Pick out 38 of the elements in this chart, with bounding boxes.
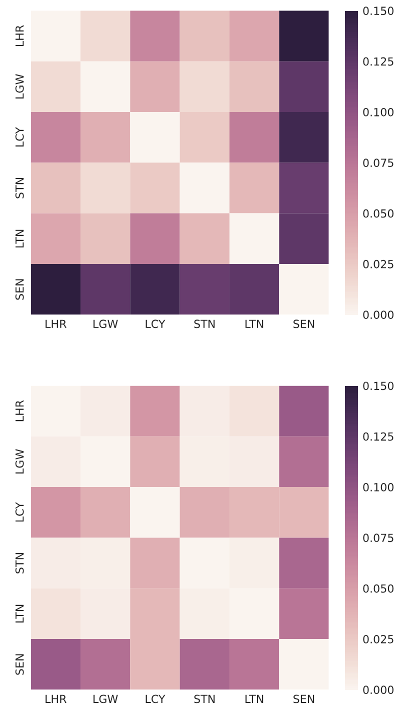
y-tick-label: LGW bbox=[15, 449, 24, 474]
x-tick-label: LTN bbox=[246, 320, 264, 328]
y-tick-label: LGW bbox=[15, 74, 24, 98]
x-tick-label: LTN bbox=[246, 694, 264, 703]
color-bar-label: 0.075 bbox=[363, 158, 394, 168]
y-tick-label: STN bbox=[15, 553, 24, 574]
color-bar-label: 0.000 bbox=[363, 686, 394, 694]
x-tick-label: SEN bbox=[294, 320, 314, 328]
x-tick-label: SEN bbox=[294, 694, 314, 704]
y-tick-label: SEN bbox=[15, 654, 24, 675]
y-tick-label: LHR bbox=[16, 25, 24, 46]
color-bar-label: 0.100 bbox=[363, 483, 394, 492]
color-bar-label: 0.000 bbox=[363, 310, 394, 319]
y-tick-label: SEN bbox=[15, 279, 24, 300]
y-tick-label: LCY bbox=[15, 502, 24, 522]
color-bar-label: 0.125 bbox=[363, 432, 394, 441]
color-bar-label: 0.075 bbox=[363, 534, 394, 542]
x-tick-label: LGW bbox=[94, 320, 118, 328]
color-bar-label: 0.025 bbox=[363, 260, 394, 268]
color-bar-label: 0.025 bbox=[363, 634, 394, 644]
color-bar-label: 0.050 bbox=[363, 584, 394, 593]
color-bar-label: 0.100 bbox=[363, 108, 394, 116]
y-tick-label: STN bbox=[15, 178, 24, 198]
color-bar-label: 0.050 bbox=[363, 209, 394, 218]
color-bar-label: 0.150 bbox=[363, 382, 394, 390]
x-tick-label: LCY bbox=[146, 320, 166, 328]
y-tick-label: LHR bbox=[16, 400, 24, 422]
x-tick-label: LGW bbox=[94, 694, 118, 704]
color-bar-label: 0.150 bbox=[363, 6, 394, 16]
color-bar-label: 0.125 bbox=[363, 57, 394, 66]
x-tick-label: LHR bbox=[46, 320, 66, 328]
y-tick-label: LTN bbox=[16, 230, 24, 248]
y-tick-label: LTN bbox=[16, 604, 24, 622]
x-tick-label: LCY bbox=[146, 694, 166, 704]
y-tick-label: LCY bbox=[15, 127, 24, 146]
x-tick-label: STN bbox=[194, 320, 215, 328]
x-tick-label: STN bbox=[194, 694, 215, 704]
x-tick-label: LHR bbox=[46, 694, 66, 703]
